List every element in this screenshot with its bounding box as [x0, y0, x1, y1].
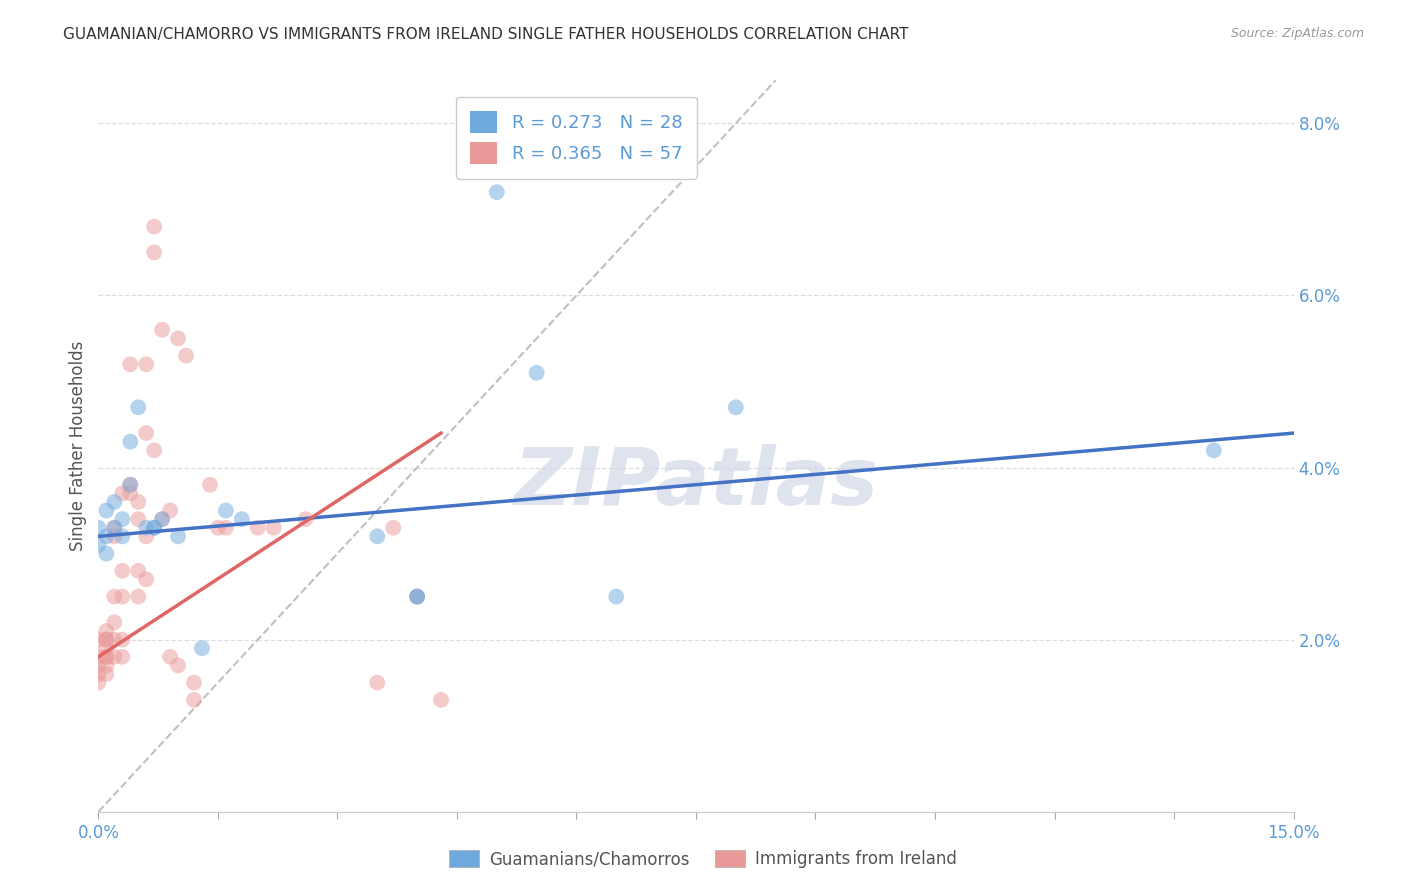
- Point: [167, 658, 190, 673]
- Point: [159, 503, 181, 517]
- Point: [103, 495, 125, 509]
- Point: [103, 521, 125, 535]
- Point: [183, 675, 205, 690]
- Point: [207, 521, 229, 535]
- Point: [96, 632, 118, 647]
- Point: [120, 477, 142, 491]
- Point: [143, 245, 166, 260]
- Point: [111, 512, 134, 526]
- Point: [87, 521, 110, 535]
- Point: [167, 529, 190, 543]
- Point: [96, 641, 118, 656]
- Point: [96, 658, 118, 673]
- Point: [167, 331, 190, 345]
- Point: [382, 521, 405, 535]
- Point: [111, 529, 134, 543]
- Point: [120, 434, 142, 449]
- Point: [120, 477, 142, 491]
- Point: [159, 649, 181, 664]
- Point: [96, 529, 118, 543]
- Point: [103, 529, 125, 543]
- Point: [96, 547, 118, 561]
- Point: [120, 357, 142, 371]
- Point: [87, 667, 110, 681]
- Point: [111, 632, 134, 647]
- Point: [96, 649, 118, 664]
- Point: [246, 521, 269, 535]
- Point: [430, 693, 453, 707]
- Point: [143, 521, 166, 535]
- Point: [143, 219, 166, 234]
- Point: [120, 486, 142, 500]
- Point: [87, 649, 110, 664]
- Text: Source: ZipAtlas.com: Source: ZipAtlas.com: [1230, 27, 1364, 40]
- Point: [183, 693, 205, 707]
- Point: [191, 641, 214, 656]
- Point: [135, 357, 157, 371]
- Point: [263, 521, 285, 535]
- Point: [87, 538, 110, 552]
- Point: [294, 512, 316, 526]
- Point: [103, 615, 125, 630]
- Point: [127, 512, 149, 526]
- Point: [87, 632, 110, 647]
- Point: [111, 590, 134, 604]
- Point: [485, 185, 508, 199]
- Text: ZIPatlas: ZIPatlas: [513, 443, 879, 522]
- Point: [96, 649, 118, 664]
- Point: [127, 495, 149, 509]
- Point: [526, 366, 548, 380]
- Point: [150, 512, 173, 526]
- Point: [103, 590, 125, 604]
- Point: [143, 521, 166, 535]
- Point: [96, 667, 118, 681]
- Point: [127, 401, 149, 415]
- Point: [366, 529, 388, 543]
- Point: [96, 632, 118, 647]
- Point: [135, 521, 157, 535]
- Point: [605, 590, 627, 604]
- Point: [127, 564, 149, 578]
- Point: [103, 632, 125, 647]
- Point: [111, 486, 134, 500]
- Point: [135, 529, 157, 543]
- Text: GUAMANIAN/CHAMORRO VS IMMIGRANTS FROM IRELAND SINGLE FATHER HOUSEHOLDS CORRELATI: GUAMANIAN/CHAMORRO VS IMMIGRANTS FROM IR…: [63, 27, 908, 42]
- Point: [215, 521, 238, 535]
- Point: [135, 426, 157, 441]
- Point: [406, 590, 429, 604]
- Point: [103, 649, 125, 664]
- Point: [406, 590, 429, 604]
- Point: [366, 675, 388, 690]
- Point: [406, 590, 429, 604]
- Point: [150, 323, 173, 337]
- Point: [174, 349, 197, 363]
- Point: [111, 564, 134, 578]
- Point: [143, 443, 166, 458]
- Legend: R = 0.273   N = 28, R = 0.365   N = 57: R = 0.273 N = 28, R = 0.365 N = 57: [456, 96, 697, 178]
- Point: [87, 675, 110, 690]
- Point: [231, 512, 253, 526]
- Point: [111, 649, 134, 664]
- Point: [150, 512, 173, 526]
- Point: [135, 573, 157, 587]
- Y-axis label: Single Father Households: Single Father Households: [69, 341, 87, 551]
- Point: [724, 401, 747, 415]
- Point: [96, 624, 118, 638]
- Point: [1202, 443, 1225, 458]
- Point: [87, 658, 110, 673]
- Point: [103, 521, 125, 535]
- Point: [96, 503, 118, 517]
- Legend: Guamanians/Chamorros, Immigrants from Ireland: Guamanians/Chamorros, Immigrants from Ir…: [443, 843, 963, 875]
- Point: [215, 503, 238, 517]
- Point: [127, 590, 149, 604]
- Point: [198, 477, 221, 491]
